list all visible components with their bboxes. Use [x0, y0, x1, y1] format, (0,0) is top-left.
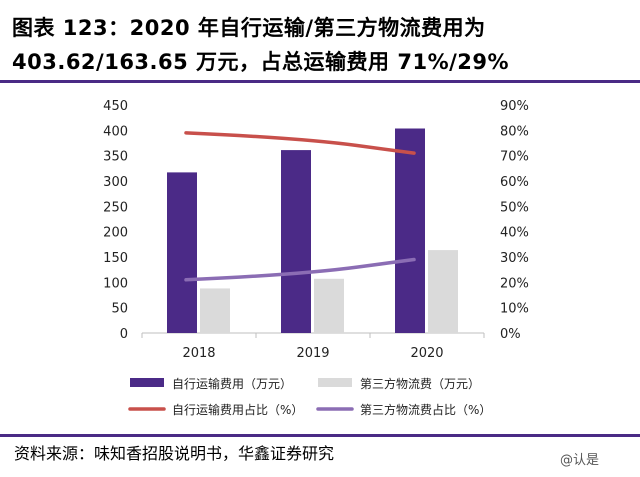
third-party-bar [200, 288, 230, 333]
chart-title-line2: 403.62/163.65 万元，占总运输费用 71%/29% [12, 50, 510, 74]
y-axis-right-tick-label: 70% [500, 150, 529, 165]
legend-self-transport-fee: 自行运输费用（万元） [172, 376, 292, 391]
y-axis-left-tick-label: 350 [103, 150, 128, 165]
third-party-share-line [184, 257, 416, 282]
y-axis-left-tick-label: 450 [103, 99, 128, 114]
y-axis-left-tick-label: 50 [111, 302, 128, 317]
y-axis-right-tick-label: 0% [500, 327, 521, 342]
self-transport-bar [167, 172, 197, 333]
y-axis-right-tick-label: 90% [500, 99, 529, 114]
y-axis-right-tick-label: 80% [500, 124, 529, 139]
y-axis-right-tick-label: 40% [500, 226, 529, 241]
third-party-bar [314, 278, 344, 333]
chart-area: 0 50 100 150 200 250 300 350 400 450 0% 10% 20% 30% 40… [103, 99, 529, 417]
y-axis-left-tick-label: 0 [120, 327, 128, 342]
y-axis-left-tick-label: 250 [103, 200, 128, 215]
self-transport-bar [395, 128, 425, 333]
y-axis-right-tick-label: 60% [500, 175, 529, 190]
legend-third-party-share: 第三方物流费占比（%） [360, 402, 491, 417]
self-transport-bar [281, 150, 311, 333]
y-axis-left-tick-label: 300 [103, 175, 128, 190]
x-axis-label: 2019 [296, 346, 329, 361]
legend-third-party-fee: 第三方物流费（万元） [360, 376, 480, 391]
y-axis-left-tick-label: 400 [103, 124, 128, 139]
legend-self-transport-fee-swatch [130, 378, 164, 387]
y-axis-left-tick-label: 150 [103, 251, 128, 266]
legend-third-party-fee-swatch [318, 378, 352, 387]
chart-title-line1: 图表 123：2020 年自行运输/第三方物流费用为 [12, 16, 486, 40]
x-axis-label: 2020 [410, 346, 443, 361]
top-divider [0, 80, 640, 83]
x-axis-label: 2018 [182, 346, 215, 361]
y-axis-left-tick-label: 100 [103, 276, 128, 291]
source-note: 资料来源：味知香招股说明书，华鑫证券研究 [14, 444, 335, 463]
y-axis-right-tick-label: 30% [500, 251, 529, 266]
y-axis-right-tick-label: 50% [500, 200, 529, 215]
y-axis-right-tick-label: 10% [500, 302, 529, 317]
self-transport-share-line [184, 131, 416, 155]
y-axis-right-tick-label: 20% [500, 276, 529, 291]
y-axis-left-tick-label: 200 [103, 226, 128, 241]
watermark: @认是 [560, 453, 600, 468]
legend-self-transport-share: 自行运输费用占比（%） [172, 402, 303, 417]
bottom-divider [0, 434, 640, 437]
third-party-bar [428, 250, 458, 333]
